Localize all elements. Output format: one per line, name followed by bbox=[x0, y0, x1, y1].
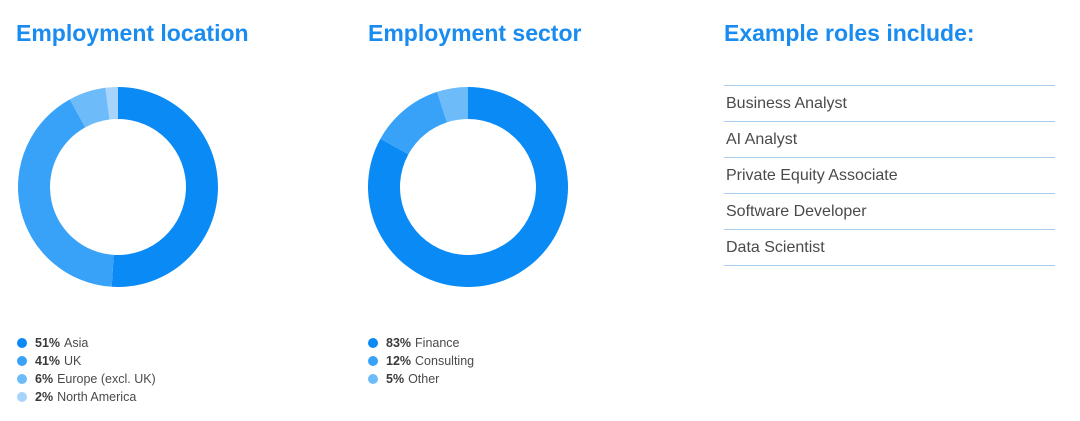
legend-percent: 5% bbox=[386, 372, 405, 386]
employment-sector-legend-item-consulting: 12% Consulting bbox=[368, 352, 474, 370]
employment-sector-donut bbox=[368, 87, 568, 287]
employment-sector-title: Employment sector bbox=[368, 20, 582, 46]
employment-sector-slice-other bbox=[437, 87, 468, 123]
employment-location-title: Employment location bbox=[16, 20, 249, 46]
employment-location-donut bbox=[18, 87, 219, 287]
employment-location-legend-item-uk: 41% UK bbox=[17, 352, 156, 370]
role-item-private-equity-associate: Private Equity Associate bbox=[724, 158, 1055, 194]
legend-percent: 12% bbox=[386, 354, 412, 368]
role-item-business-analyst: Business Analyst bbox=[724, 86, 1055, 122]
role-item-software-developer: Software Developer bbox=[724, 194, 1055, 230]
legend-swatch bbox=[17, 392, 27, 402]
employment-sector-slice-finance bbox=[368, 87, 568, 287]
employment-location-legend: 51% Asia 41% UK 6% Europe (excl. UK) 2% North A… bbox=[17, 334, 156, 406]
legend-swatch bbox=[368, 338, 378, 348]
legend-label: UK bbox=[64, 354, 82, 368]
legend-swatch bbox=[17, 374, 27, 384]
employment-location-slice-asia bbox=[111, 87, 219, 287]
employment-location-legend-item-asia: 51% Asia bbox=[17, 334, 156, 352]
example-roles-title: Example roles include: bbox=[724, 20, 975, 46]
legend-label: Asia bbox=[64, 336, 89, 350]
employment-sector-legend-item-finance: 83% Finance bbox=[368, 334, 474, 352]
legend-percent: 83% bbox=[386, 336, 412, 350]
legend-label: Finance bbox=[415, 336, 460, 350]
legend-swatch bbox=[368, 356, 378, 366]
legend-label: North America bbox=[57, 390, 137, 404]
employment-location-legend-item-europe-excl-uk: 6% Europe (excl. UK) bbox=[17, 370, 156, 388]
employment-location-legend-item-north-america: 2% North America bbox=[17, 388, 156, 406]
example-roles-list: Business Analyst AI Analyst Private Equity… bbox=[724, 85, 1055, 266]
employment-sector-slice-consulting bbox=[380, 91, 447, 155]
legend-swatch bbox=[17, 338, 27, 348]
role-item-data-scientist: Data Scientist bbox=[724, 230, 1055, 266]
role-item-ai-analyst: AI Analyst bbox=[724, 122, 1055, 158]
legend-percent: 6% bbox=[35, 372, 54, 386]
employment-location-slice-north-america bbox=[105, 87, 118, 120]
employment-location-slice-europe-excl-uk bbox=[69, 87, 110, 128]
legend-percent: 41% bbox=[35, 354, 61, 368]
employment-sector-legend: 83% Finance 12% Consulting 5% Other bbox=[368, 334, 474, 388]
legend-percent: 2% bbox=[35, 390, 54, 404]
legend-percent: 51% bbox=[35, 336, 61, 350]
employment-sector-legend-item-other: 5% Other bbox=[368, 370, 474, 388]
legend-swatch bbox=[368, 374, 378, 384]
legend-label: Other bbox=[408, 372, 440, 386]
legend-label: Consulting bbox=[415, 354, 475, 368]
legend-swatch bbox=[17, 356, 27, 366]
legend-label: Europe (excl. UK) bbox=[57, 372, 156, 386]
employment-location-slice-uk bbox=[18, 99, 114, 287]
